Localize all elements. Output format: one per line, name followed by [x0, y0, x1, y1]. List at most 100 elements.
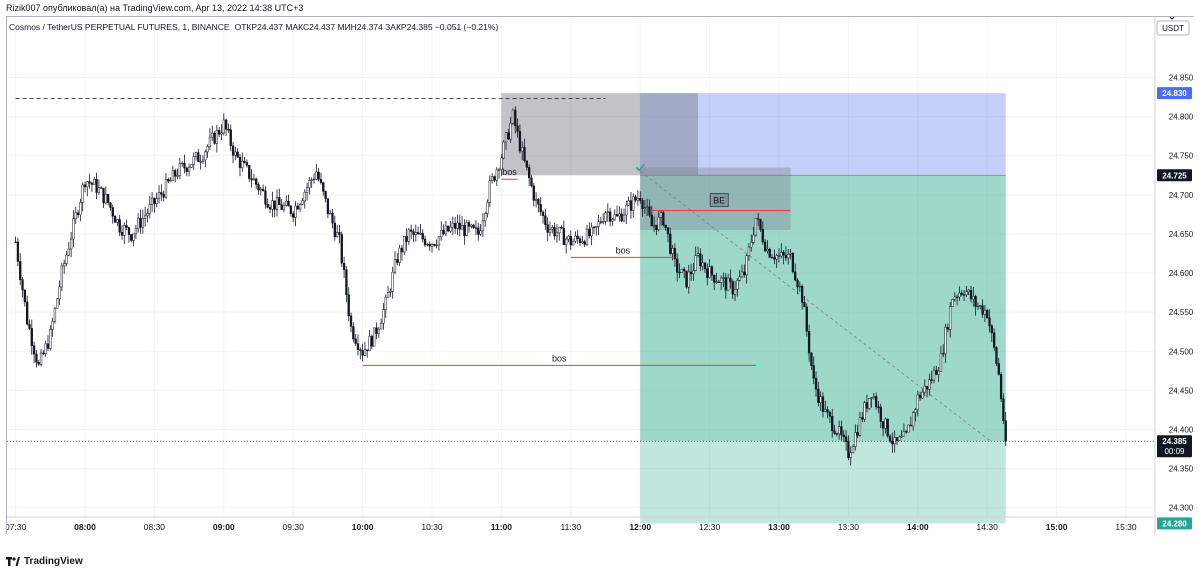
- candle-body: [347, 294, 350, 317]
- y-tick-label: 24.750: [1169, 152, 1194, 161]
- candle-body: [76, 212, 80, 216]
- candle-body: [53, 307, 57, 322]
- candle-body: [595, 226, 598, 228]
- trend-dashed-line[interactable]: [639, 171, 991, 442]
- stop-loss-zone[interactable]: [640, 93, 1006, 176]
- candle-body: [359, 349, 362, 351]
- candle-body: [578, 238, 582, 244]
- candle-body: [477, 227, 480, 235]
- supply-zone[interactable]: [501, 93, 699, 176]
- candle-body: [710, 266, 714, 276]
- candle-body: [925, 385, 929, 390]
- candle-body: [141, 218, 144, 228]
- candle-body: [208, 136, 212, 147]
- candle-body: [100, 187, 103, 189]
- candle-body: [60, 265, 64, 288]
- candle-body: [805, 306, 808, 332]
- candle-body: [458, 222, 461, 230]
- candle-body: [696, 253, 700, 256]
- candle-body: [886, 418, 889, 437]
- candle-body: [375, 327, 378, 334]
- price-tag: [1157, 517, 1192, 530]
- candle-body: [493, 176, 496, 181]
- candle-body: [19, 261, 22, 280]
- candle-body: [979, 305, 982, 307]
- candle-body: [944, 327, 947, 355]
- candle-body: [373, 327, 376, 347]
- candle-body: [266, 203, 269, 208]
- check-icon: [635, 163, 645, 172]
- footer: TradingView: [6, 556, 83, 567]
- candle-body: [356, 343, 360, 350]
- candle-body: [611, 218, 614, 222]
- candle-body: [345, 269, 348, 295]
- candle-body: [743, 271, 746, 276]
- candle-body: [511, 109, 515, 124]
- candle-body: [821, 396, 825, 412]
- candle-body: [532, 185, 535, 201]
- candle-body: [900, 435, 903, 438]
- candle-body: [863, 402, 866, 420]
- candle-body: [636, 198, 640, 201]
- candle-body: [326, 198, 330, 215]
- candle-body: [791, 253, 795, 273]
- candle-body: [231, 145, 235, 156]
- candle-body: [516, 125, 519, 132]
- candle-body: [965, 291, 968, 295]
- candle-body: [780, 252, 783, 257]
- candle-body: [109, 202, 112, 208]
- be-label-box[interactable]: [709, 193, 729, 207]
- price-chart[interactable]: bos bos bos BE 24.850 24.800 24.750 24.700 24.6…: [5, 14, 1195, 535]
- candle-body: [976, 305, 980, 308]
- y-tick-label: 24.600: [1169, 269, 1194, 278]
- candle-body: [763, 241, 767, 252]
- candle-body: [449, 226, 452, 232]
- x-tick-label: 08:00: [74, 522, 96, 532]
- profit-zone[interactable]: [640, 441, 1006, 524]
- candle-body: [495, 169, 498, 181]
- candle-body: [160, 192, 163, 195]
- candle-body: [537, 199, 540, 205]
- candle-body: [352, 326, 355, 340]
- candle-body: [204, 151, 207, 161]
- candle-body: [514, 109, 517, 127]
- y-tick-label: 24.650: [1169, 230, 1194, 239]
- tradingview-logo-icon: [6, 557, 20, 566]
- candle-body: [386, 292, 390, 298]
- candle-body: [865, 402, 869, 409]
- candle-body: [641, 200, 644, 209]
- candle-body: [148, 204, 151, 214]
- x-tick-label: 14:30: [977, 522, 999, 532]
- candle-body: [157, 192, 161, 199]
- candle-body: [541, 211, 545, 216]
- currency-badge[interactable]: [1156, 20, 1190, 36]
- price-tag: [1157, 87, 1192, 100]
- candle-body: [444, 225, 448, 235]
- candle-body: [183, 162, 186, 169]
- x-tick-label: 07:30: [7, 522, 27, 532]
- candle-body: [162, 193, 165, 198]
- candle-body: [622, 214, 626, 222]
- candle-body: [905, 431, 908, 433]
- candle-body: [602, 221, 605, 223]
- candle-body: [333, 222, 336, 238]
- candle-body: [861, 417, 864, 420]
- candle-body: [83, 184, 87, 188]
- candle-body: [412, 231, 415, 235]
- chevron-down-icon[interactable]: [1167, 14, 1177, 20]
- candle-body: [909, 424, 913, 427]
- candle-body: [877, 406, 880, 408]
- candle-body: [703, 262, 707, 270]
- candle-body: [972, 295, 975, 300]
- candle-body: [819, 396, 822, 403]
- candle-body: [317, 171, 320, 180]
- candle-body: [447, 225, 450, 232]
- candle-body: [856, 432, 859, 436]
- candle-body: [187, 167, 191, 172]
- candle-body: [238, 156, 242, 168]
- candle-body: [738, 276, 741, 281]
- candle-body: [870, 397, 873, 399]
- price-tag-text: 24.280: [1162, 519, 1187, 528]
- candle-body: [329, 212, 332, 215]
- candle-body: [986, 309, 989, 319]
